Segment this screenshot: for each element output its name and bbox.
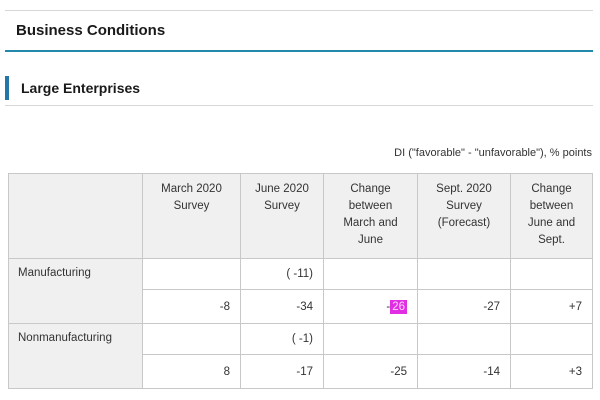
header-line: Sept. (538, 234, 565, 246)
header-line: between (348, 200, 393, 212)
page-title: Business Conditions (5, 10, 593, 52)
cell-nonmanufacturing-june-revision: ( -1) (240, 323, 324, 355)
header-line: Sept. 2020 (436, 183, 492, 195)
unit-note: DI ("favorable" - "unfavorable"), % poin… (394, 147, 592, 159)
row-label-manufacturing: Manufacturing (8, 258, 143, 324)
cell-manufacturing-june: -34 (240, 289, 324, 324)
cell-manufacturing-sept-revision (417, 258, 511, 290)
header-row: March 2020 Survey June 2020 Survey Chang… (8, 173, 593, 259)
header-line: March and (343, 217, 398, 229)
manufacturing-values-row: -8 -34 -26 -27 +7 (9, 289, 593, 324)
header-line: Change (531, 183, 572, 195)
header-line: between (529, 200, 574, 212)
cell-nonmanufacturing-june: -17 (240, 354, 324, 389)
nonmanufacturing-revision-row: Nonmanufacturing ( -1) (8, 323, 593, 389)
header-line: Survey (446, 200, 482, 212)
cell-manufacturing-june-revision: ( -11) (240, 258, 324, 290)
column-header-change-march-june: Change between March and June (323, 173, 418, 259)
column-header-march-survey: March 2020 Survey (142, 173, 241, 259)
nonmanufacturing-values-row: 8 -17 -25 -14 +3 (9, 354, 593, 389)
header-line: June 2020 (255, 183, 309, 195)
corner-header-cell (8, 173, 143, 259)
cell-nonmanufacturing-march-revision (142, 323, 241, 355)
header-line: (Forecast) (437, 217, 491, 229)
minus-sign: - (386, 300, 391, 313)
cell-manufacturing-march: -8 (142, 289, 241, 324)
cell-nonmanufacturing-sept: -14 (417, 354, 511, 389)
cell-manufacturing-change-mj: -26 (323, 289, 418, 324)
cell-nonmanufacturing-change-mj-revision (323, 323, 418, 355)
business-conditions-table: March 2020 Survey June 2020 Survey Chang… (8, 173, 593, 389)
header-line: Survey (173, 200, 210, 212)
section-heading: Large Enterprises (5, 76, 593, 106)
page: Business Conditions Large Enterprises DI… (0, 10, 600, 400)
column-header-june-survey: June 2020 Survey (240, 173, 324, 259)
row-label-nonmanufacturing: Nonmanufacturing (8, 323, 143, 389)
cell-nonmanufacturing-sept-revision (417, 323, 511, 355)
cell-nonmanufacturing-march: 8 (142, 354, 241, 389)
header-line: June and (527, 217, 576, 229)
cell-manufacturing-change-mj-revision (323, 258, 418, 290)
cell-manufacturing-change-js: +7 (510, 289, 593, 324)
cell-manufacturing-change-js-revision (510, 258, 593, 290)
highlighted-value: 26 (390, 299, 407, 314)
cell-manufacturing-march-revision (142, 258, 241, 290)
header-line: March 2020 (161, 183, 222, 195)
section-title: Large Enterprises (5, 76, 593, 100)
cell-manufacturing-sept: -27 (417, 289, 511, 324)
header-line: Change (350, 183, 391, 195)
header-line: June (358, 234, 383, 246)
cell-nonmanufacturing-change-js-revision (510, 323, 593, 355)
column-header-change-june-sept: Change between June and Sept. (510, 173, 593, 259)
header-line: Survey (264, 200, 300, 212)
cell-nonmanufacturing-change-js: +3 (510, 354, 593, 389)
manufacturing-revision-row: Manufacturing ( -11) (8, 258, 593, 324)
column-header-sept-survey-forecast: Sept. 2020 Survey (Forecast) (417, 173, 511, 259)
cell-nonmanufacturing-change-mj: -25 (323, 354, 418, 389)
